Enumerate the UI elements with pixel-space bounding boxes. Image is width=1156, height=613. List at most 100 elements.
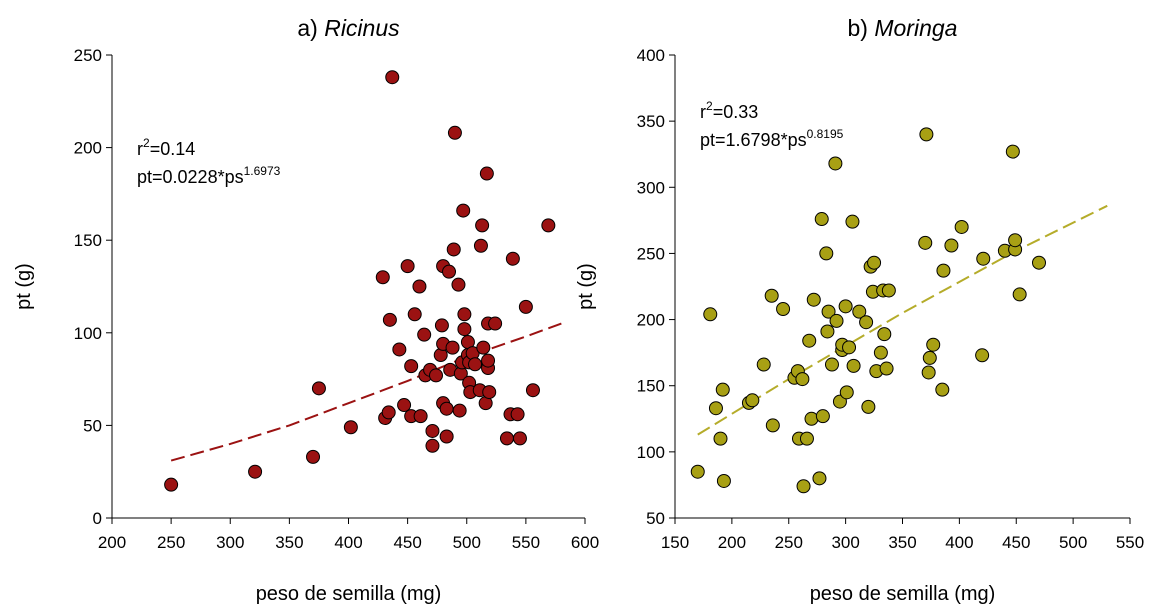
y-tick-label: 100 — [74, 324, 102, 343]
point — [343, 420, 358, 435]
point — [802, 333, 817, 348]
x-tick-label: 400 — [945, 533, 973, 552]
point — [447, 125, 462, 140]
species-name: Moringa — [874, 15, 957, 41]
x-tick-label: 500 — [1059, 533, 1087, 552]
x-tick-label: 250 — [775, 533, 803, 552]
point — [413, 409, 428, 424]
x-tick-label: 250 — [157, 533, 185, 552]
point — [846, 358, 861, 373]
point — [1008, 233, 1023, 248]
y-tick-label: 200 — [74, 139, 102, 158]
point — [473, 238, 488, 253]
y-tick-label: 100 — [637, 443, 665, 462]
point — [715, 382, 730, 397]
point — [838, 299, 853, 314]
point — [936, 263, 951, 278]
x-tick-label: 300 — [831, 533, 859, 552]
x-tick-label: 600 — [571, 533, 599, 552]
point — [708, 401, 723, 416]
y-tick-label: 50 — [646, 509, 665, 528]
y-tick-label: 0 — [93, 509, 102, 528]
point — [922, 350, 937, 365]
point — [510, 407, 525, 422]
point — [926, 337, 941, 352]
point — [439, 401, 454, 416]
x-tick-label: 150 — [661, 533, 689, 552]
point — [248, 464, 263, 479]
point — [457, 322, 472, 337]
point — [821, 304, 836, 319]
y-tick-label: 50 — [83, 416, 102, 435]
point — [445, 340, 460, 355]
y-axis-title: pt (g) — [575, 263, 597, 310]
point — [814, 212, 829, 227]
point — [382, 312, 397, 327]
annotation-sup: 0.8195 — [807, 127, 844, 141]
y-tick-label: 250 — [74, 46, 102, 65]
point — [852, 304, 867, 319]
point — [845, 214, 860, 229]
point — [381, 405, 396, 420]
point — [1005, 144, 1020, 159]
point — [1032, 255, 1046, 270]
point — [475, 218, 490, 233]
point — [512, 431, 527, 446]
point — [765, 418, 780, 433]
point — [412, 279, 427, 294]
point — [812, 471, 827, 486]
annotation-text: r — [700, 102, 706, 122]
point — [311, 381, 326, 396]
annotation-text: r — [137, 139, 143, 159]
point — [476, 340, 491, 355]
point — [541, 218, 556, 233]
point — [456, 203, 471, 218]
point — [806, 292, 821, 307]
y-tick-label: 150 — [637, 377, 665, 396]
annotation-text: =0.14 — [150, 139, 196, 159]
y-tick-label: 150 — [74, 231, 102, 250]
annotation-sup: 1.6973 — [244, 164, 281, 178]
point — [824, 357, 839, 372]
point — [796, 479, 811, 494]
annotation: r2=0.33 — [700, 99, 758, 122]
point — [429, 368, 444, 383]
fit-line — [170, 322, 562, 462]
point — [918, 235, 933, 250]
point — [164, 477, 179, 492]
annotation-text: pt=1.6798*ps — [700, 130, 807, 150]
x-tick-label: 350 — [888, 533, 916, 552]
x-tick-label: 550 — [512, 533, 540, 552]
point — [829, 313, 844, 328]
annotation-sup: 2 — [706, 99, 713, 113]
point — [482, 385, 497, 400]
point — [815, 409, 830, 424]
annotation: r2=0.14 — [137, 136, 195, 159]
point — [877, 327, 892, 342]
point — [525, 383, 540, 398]
x-tick-label: 200 — [98, 533, 126, 552]
point — [828, 156, 843, 171]
point — [407, 307, 422, 322]
annotation-sup: 2 — [143, 136, 150, 150]
x-axis-title: peso de semilla (mg) — [810, 583, 996, 605]
point — [442, 264, 457, 279]
x-tick-label: 450 — [1002, 533, 1030, 552]
y-tick-label: 350 — [637, 112, 665, 131]
point — [764, 288, 779, 303]
point — [703, 307, 718, 322]
point — [306, 449, 321, 464]
point — [919, 127, 934, 142]
point — [839, 385, 854, 400]
y-tick-label: 400 — [637, 46, 665, 65]
annotation-text: pt=0.0228*ps — [137, 167, 244, 187]
point — [756, 357, 771, 372]
x-tick-label: 400 — [334, 533, 362, 552]
point — [975, 348, 990, 363]
x-tick-label: 500 — [453, 533, 481, 552]
panel-label: b) — [848, 15, 868, 41]
y-tick-label: 200 — [637, 311, 665, 330]
point — [799, 431, 814, 446]
point — [505, 251, 520, 266]
